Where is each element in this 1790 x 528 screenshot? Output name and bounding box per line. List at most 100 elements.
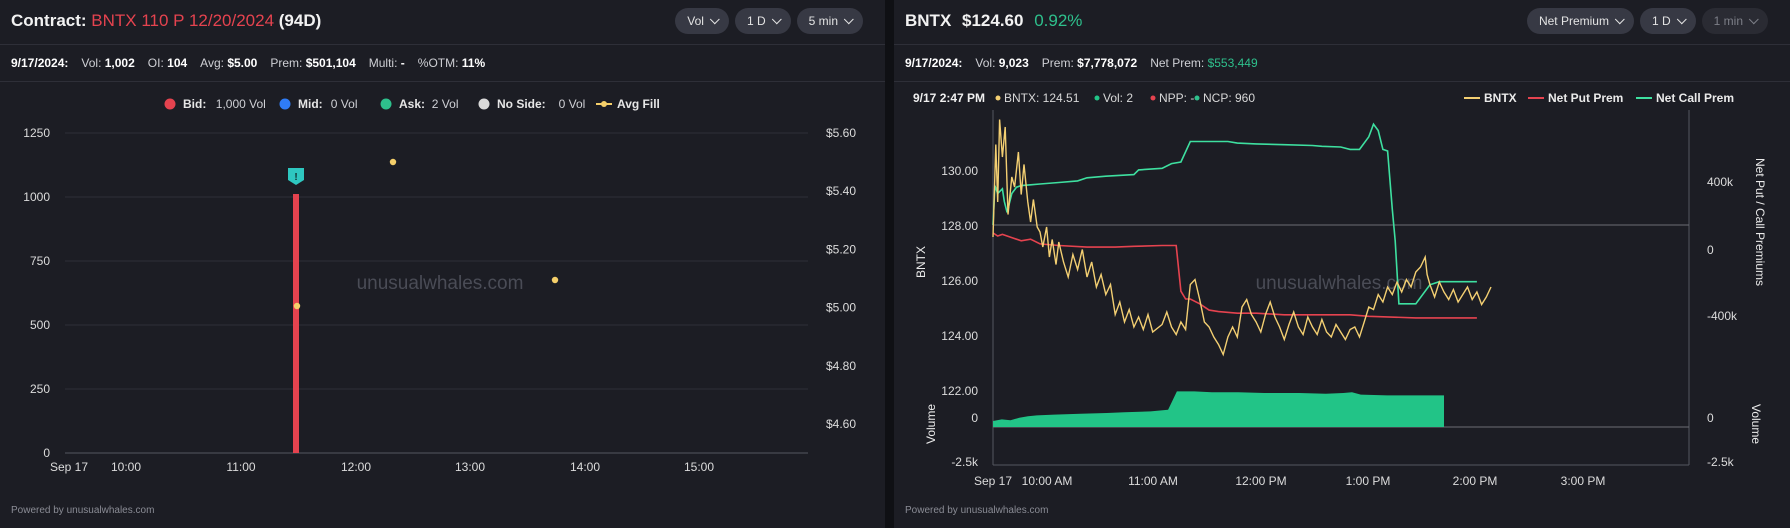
interval-select-label: 5 min [808, 14, 838, 28]
legend-item-0: BNTX [1464, 91, 1517, 105]
price-tick-label: 126.00 [941, 274, 978, 288]
chevron-down-icon [1748, 13, 1759, 24]
volume-tick-label-left: 0 [971, 411, 978, 425]
chevron-down-icon [843, 13, 854, 24]
legend-dot [601, 101, 607, 107]
tooltip-dot [1094, 95, 1100, 101]
contract-title: Contract: BNTX 110 P 12/20/2024 (94D) [11, 11, 321, 31]
tooltip-ncp: NCP: 960 [1203, 91, 1255, 105]
stat-vol: Vol: 1,002 [81, 56, 135, 70]
y-tick-label-right: $5.20 [826, 242, 856, 256]
contract-header: Contract: BNTX 110 P 12/20/2024 (94D) Vo… [0, 0, 885, 45]
tooltip-dot [995, 95, 1001, 101]
watermark: unusualwhales.com [1256, 273, 1423, 294]
legend-value: 0 Vol [331, 97, 358, 111]
y-axis-label-left: BNTX [914, 246, 928, 278]
ticker-chart-panel: BNTX $124.60 0.92% Net Premium 1 D 1 min… [894, 0, 1790, 528]
legend-value: 1,000 Vol [216, 97, 266, 111]
x-tick-label: 12:00 PM [1235, 474, 1286, 488]
days-to-expiry: (94D) [278, 11, 322, 30]
avg-fill-point [293, 302, 301, 310]
avg-fill-point [551, 276, 559, 284]
chevron-down-icon [1676, 13, 1687, 24]
interval-select[interactable]: 1 min [1701, 8, 1768, 34]
left-controls: Vol 1 D 5 min [675, 8, 863, 34]
ticker-title: BNTX $124.60 0.92% [905, 11, 1082, 31]
legend-label: Mid: [298, 97, 323, 111]
price-tick-label: 130.00 [941, 164, 978, 178]
y-tick-label-left: 0 [43, 446, 50, 460]
legend-value: 2 Vol [432, 97, 459, 111]
tooltip-dot [1150, 95, 1156, 101]
x-tick-label: 14:00 [570, 460, 600, 474]
range-select-label: 1 D [1651, 14, 1671, 28]
ticker-symbol[interactable]: BNTX [905, 11, 952, 30]
y-tick-label-left: 750 [30, 254, 50, 268]
tooltip-time: 9/17 2:47 PM [913, 91, 985, 105]
volume-label-left: Volume [924, 404, 938, 444]
x-tick-label: 15:00 [684, 460, 714, 474]
premium-select[interactable]: Net Premium [1526, 8, 1634, 34]
legend-item-4: Avg Fill [596, 97, 660, 111]
contract-label: Contract: [11, 11, 87, 30]
range-select[interactable]: 1 D [734, 8, 791, 34]
price-tick-label: 122.00 [941, 384, 978, 398]
tooltip-dot [1194, 95, 1200, 101]
price-tick-label: 124.00 [941, 329, 978, 343]
bar-bid [293, 194, 299, 453]
range-select-label: 1 D [746, 14, 766, 28]
metric-select-label: Vol [687, 14, 704, 28]
price-tick-label: 128.00 [941, 219, 978, 233]
x-tick-label: 13:00 [455, 460, 485, 474]
legend-item-0: Bid: 1,000 Vol [164, 97, 266, 111]
y-tick-label-left: 250 [30, 382, 50, 396]
x-tick-label: 10:00 [111, 460, 141, 474]
legend-value: 0 Vol [559, 97, 586, 111]
stat-prem: Prem: $7,778,072 [1041, 56, 1138, 70]
volume-tick-label-left: -2.5k [951, 455, 979, 469]
interval-select[interactable]: 5 min [796, 8, 863, 34]
legend-dot [164, 98, 176, 110]
contract-symbol[interactable]: BNTX 110 P 12/20/2024 [91, 11, 275, 30]
chevron-down-icon [1614, 13, 1625, 24]
y-tick-label-right: $4.80 [826, 359, 856, 373]
range-select[interactable]: 1 D [1639, 8, 1696, 34]
alert-marker-shape [288, 168, 304, 185]
ticker-header: BNTX $124.60 0.92% Net Premium 1 D 1 min [894, 0, 1790, 45]
ticker-stats: 9/17/2024: Vol: 9,023 Prem: $7,778,072 N… [894, 45, 1790, 82]
legend-item-2: Ask: 2 Vol [380, 97, 459, 111]
legend-label: No Side: [497, 97, 546, 111]
stat-vol: Vol: 9,023 [975, 56, 1029, 70]
legend-item-1: Net Put Prem [1528, 91, 1623, 105]
y-tick-label-right: $5.60 [826, 126, 856, 140]
legend-label: Avg Fill [617, 97, 660, 111]
hover-tooltip: 9/17 2:47 PM BNTX: 124.51 Vol: 2 NPP: - NCP:… [913, 91, 1255, 105]
x-tick-label: 2:00 PM [1453, 474, 1498, 488]
legend-label: Ask: [399, 97, 425, 111]
volume-bar-chart[interactable]: Bid: 1,000 Vol Mid: 0 Vol Ask: 2 Vol No Side: 0… [0, 82, 885, 492]
right-controls: Net Premium 1 D 1 min [1526, 8, 1768, 34]
net-put-prem-line [992, 232, 1477, 319]
y-tick-label-left: 1000 [23, 190, 50, 204]
contract-chart-panel: Contract: BNTX 110 P 12/20/2024 (94D) Vo… [0, 0, 885, 528]
legend-item-2: Net Call Prem [1636, 91, 1734, 105]
volume-tick-label-right: -2.5k [1707, 455, 1735, 469]
stats-date: 9/17/2024: [11, 56, 69, 70]
legend-item-1: Mid: 0 Vol [279, 97, 358, 111]
stat-multi: Multi: - [368, 56, 405, 70]
x-tick-label: 12:00 [341, 460, 371, 474]
legend-label: BNTX [1484, 91, 1517, 105]
tooltip-vol: Vol: 2 [1103, 91, 1133, 105]
prem-tick-label: 0 [1707, 243, 1714, 257]
premium-line-chart[interactable]: 9/17 2:47 PM BNTX: 124.51 Vol: 2 NPP: - NCP:… [894, 82, 1790, 492]
stat-avg: Avg: $5.00 [200, 56, 258, 70]
powered-by[interactable]: Powered by unusualwhales.com [905, 505, 1049, 516]
metric-select[interactable]: Vol [675, 8, 729, 34]
powered-by[interactable]: Powered by unusualwhales.com [11, 505, 155, 516]
legend-label: Net Call Prem [1656, 91, 1734, 105]
y-tick-label-right: $5.40 [826, 184, 856, 198]
alert-marker-label: ! [294, 172, 297, 183]
interval-select-label: 1 min [1713, 14, 1743, 28]
ticker-change: 0.92% [1034, 11, 1083, 30]
x-tick-label: 10:00 AM [1022, 474, 1073, 488]
